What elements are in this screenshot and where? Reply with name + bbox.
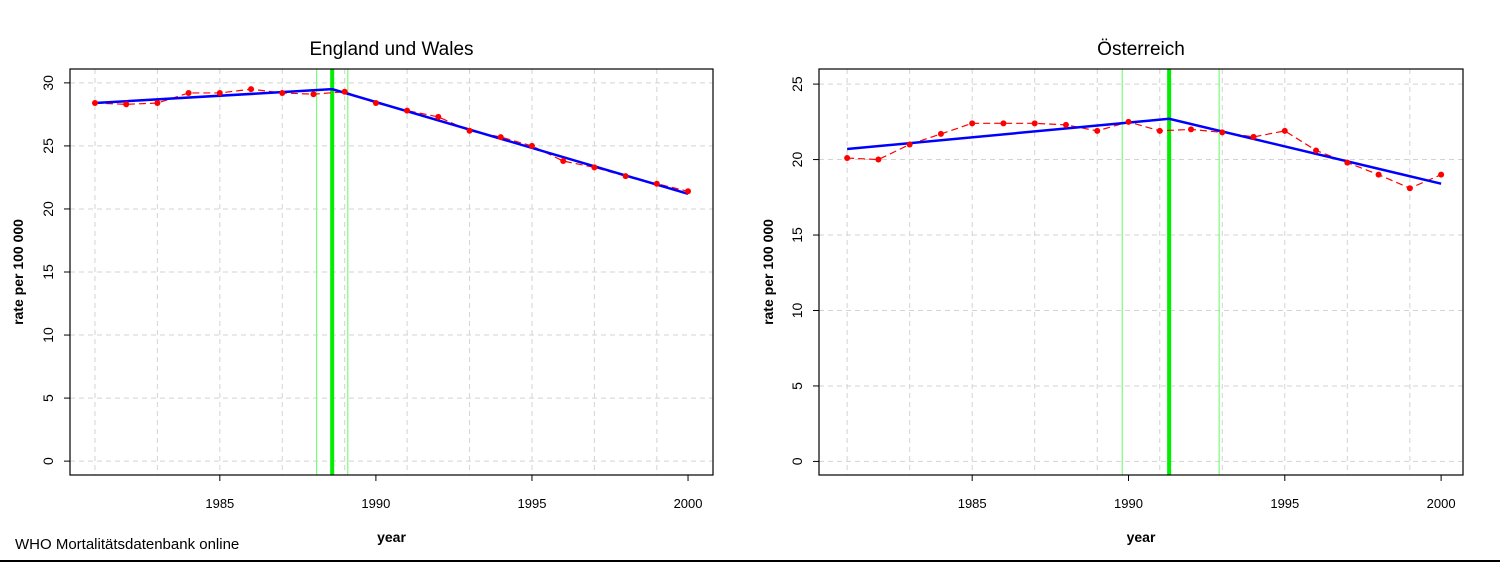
observed-point [123,101,130,108]
observed-point [372,100,379,107]
y-tick-label: 10 [40,327,56,343]
observed-point [528,142,535,149]
bottom-rule [0,560,1500,562]
y-tick-label: 0 [40,457,56,465]
y-tick-label: 0 [789,457,805,465]
observed-point [1313,147,1320,154]
observed-point [1031,120,1038,127]
observed-series-line [847,121,1442,189]
observed-point [1281,127,1288,134]
observed-point [310,91,317,98]
observed-point [653,180,660,187]
source-note: WHO Mortalitätsdatenbank online [15,536,240,553]
trend-line [94,87,689,196]
x-tick-label: 2000 [674,496,703,511]
y-tick-label: 25 [40,138,56,154]
x-tick-label: 1990 [361,496,390,511]
trend-line [847,117,1442,185]
observed-point [1375,171,1382,178]
x-axis-label: year [1127,529,1156,545]
chart-title: England und Wales [309,39,473,60]
observed-point [248,86,255,93]
observed-point [906,141,913,148]
observed-point [591,164,598,171]
y-tick-label: 20 [789,152,805,168]
observed-point [404,107,411,114]
observed-point [1250,133,1257,140]
y-tick-label: 15 [789,227,805,243]
observed-point [1344,159,1351,166]
x-tick-label: 2000 [1427,496,1456,511]
observed-point [341,88,348,95]
observed-point [1156,127,1163,134]
x-tick-label: 1995 [1270,496,1299,511]
chart-title: Österreich [1097,39,1185,60]
observed-point [560,158,567,165]
observed-series-line [94,88,689,192]
observed-point [279,89,286,96]
observed-point [685,188,692,195]
x-tick-label: 1995 [518,496,547,511]
observed-point [875,156,882,163]
observed-point [622,173,629,180]
observed-point [1406,185,1413,192]
observed-point [91,100,98,107]
observed-point [937,130,944,137]
observed-point [1094,127,1101,134]
x-tick-label: 1990 [1114,496,1143,511]
y-tick-label: 30 [40,75,56,91]
observed-point [844,155,851,162]
observed-point [1438,171,1445,178]
plot-frame [69,68,714,476]
y-tick-label: 25 [789,76,805,92]
chart-panel-1: 0 5 10 15 20 25 30 1985 1990 1995 2000 England und … [10,39,714,545]
plot-frame [818,68,1464,476]
y-tick-label: 5 [40,394,56,402]
observed-point [216,89,223,96]
observed-point [185,89,192,96]
y-tick-label: 20 [40,201,56,217]
observed-point [154,100,161,107]
observed-point [969,120,976,127]
observed-point [466,127,473,134]
observed-point [1125,118,1132,125]
y-tick-label: 15 [40,264,56,280]
x-tick-label: 1985 [958,496,987,511]
y-axis-label: rate per 100 000 [760,219,776,325]
observed-point [1062,121,1069,128]
x-tick-label: 1985 [205,496,234,511]
observed-point [497,134,504,141]
y-axis-label: rate per 100 000 [10,219,26,325]
observed-point [435,113,442,120]
observed-point [1188,126,1195,133]
observed-point [1000,120,1007,127]
chart-panel-2: 0 5 10 15 20 25 1985 1990 1995 2000 Österreich year… [760,39,1464,545]
y-tick-label: 5 [789,382,805,390]
y-tick-label: 10 [789,302,805,318]
x-axis-label: year [377,529,406,545]
observed-point [1219,129,1226,136]
